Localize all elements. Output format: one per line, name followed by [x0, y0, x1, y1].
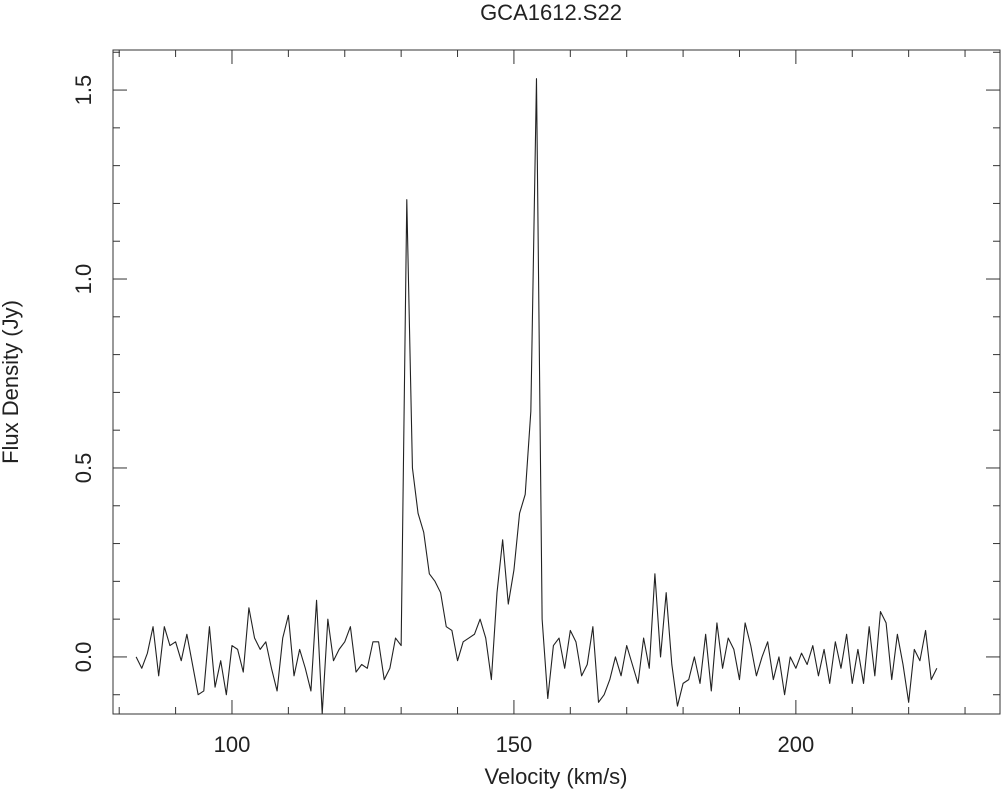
y-tick-label: 1.5 [71, 75, 96, 106]
y-axis-label: Flux Density (Jy) [0, 300, 23, 464]
x-tick-label: 150 [496, 732, 533, 757]
y-tick-label: 0.5 [71, 453, 96, 484]
x-tick-label: 100 [214, 732, 251, 757]
spectrum-line [135, 78, 938, 715]
plot-frame [112, 49, 1001, 715]
y-tick-label: 0.0 [71, 642, 96, 673]
x-axis-label: Velocity (km/s) [484, 764, 627, 789]
chart-title: GCA1612.S22 [480, 0, 622, 25]
y-tick-label: 1.0 [71, 264, 96, 295]
x-tick-label: 200 [778, 732, 815, 757]
